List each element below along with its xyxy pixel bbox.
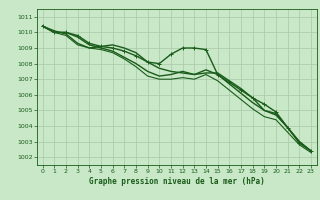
- X-axis label: Graphe pression niveau de la mer (hPa): Graphe pression niveau de la mer (hPa): [89, 177, 265, 186]
